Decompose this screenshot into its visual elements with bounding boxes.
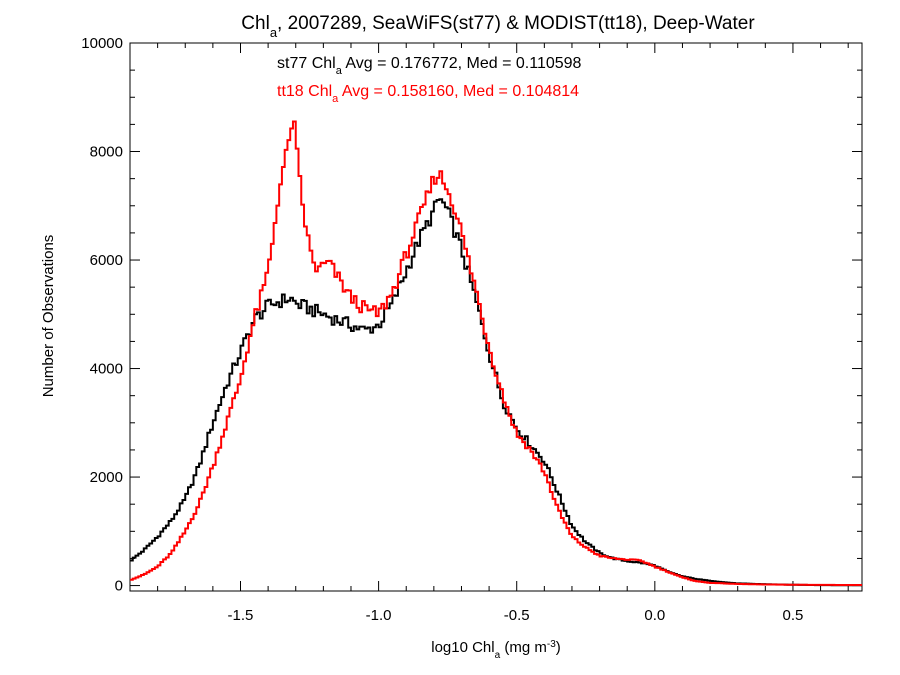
y-tick-label: 0 — [115, 578, 123, 595]
chart-title-prefix: Chl — [241, 13, 270, 34]
chart-title: Chla, 2007289, SeaWiFS(st77) & MODIST(tt… — [241, 13, 755, 40]
x-axis-label-sub: a — [495, 650, 501, 661]
x-tick-label: 0.0 — [644, 607, 665, 624]
x-axis-label-mid: (mg m — [500, 639, 547, 656]
annotation-tt18-rest: Avg = 0.158160, Med = 0.104814 — [338, 83, 579, 100]
chart-title-rest: , 2007289, SeaWiFS(st77) & MODIST(tt18),… — [277, 13, 755, 34]
annotation-st77: st77 Chla Avg = 0.176772, Med = 0.110598 — [277, 55, 582, 77]
x-axis-label-suffix: ) — [556, 639, 561, 656]
annotation-tt18-sub: a — [332, 93, 339, 105]
y-tick-label: 6000 — [90, 252, 123, 269]
y-tick-label: 4000 — [90, 361, 123, 378]
x-tick-label: -1.5 — [228, 607, 254, 624]
x-axis-label: log10 Chla (mg m-3) — [431, 639, 561, 661]
plot-frame — [129, 42, 863, 592]
plot-area: -1.5 -1.0 -0.5 0.0 0.5 0 2000 4000 6000 8000 10000 — [81, 35, 863, 624]
annotation-st77-prefix: st77 Chl — [277, 55, 336, 72]
series-line-st77 — [130, 198, 862, 587]
x-axis-label-prefix: log10 Chl — [431, 639, 494, 656]
chart-title-sub: a — [270, 25, 278, 40]
annotation-tt18-prefix: tt18 Chl — [277, 83, 332, 100]
series-line-tt18 — [130, 120, 862, 587]
annotation-st77-rest: Avg = 0.176772, Med = 0.110598 — [342, 55, 582, 72]
x-axis-label-sup: -3 — [547, 639, 556, 650]
x-tick-label: -1.0 — [366, 607, 392, 624]
y-axis-label: Number of Observations — [40, 235, 57, 398]
x-tick-label: 0.5 — [783, 607, 804, 624]
y-tick-label: 10000 — [81, 35, 123, 52]
y-tick-label: 8000 — [90, 144, 123, 161]
annotation-st77-sub: a — [336, 65, 343, 77]
y-tick-label: 2000 — [90, 469, 123, 486]
x-tick-label: -0.5 — [504, 607, 530, 624]
annotation-tt18: tt18 Chla Avg = 0.158160, Med = 0.104814 — [277, 83, 579, 105]
